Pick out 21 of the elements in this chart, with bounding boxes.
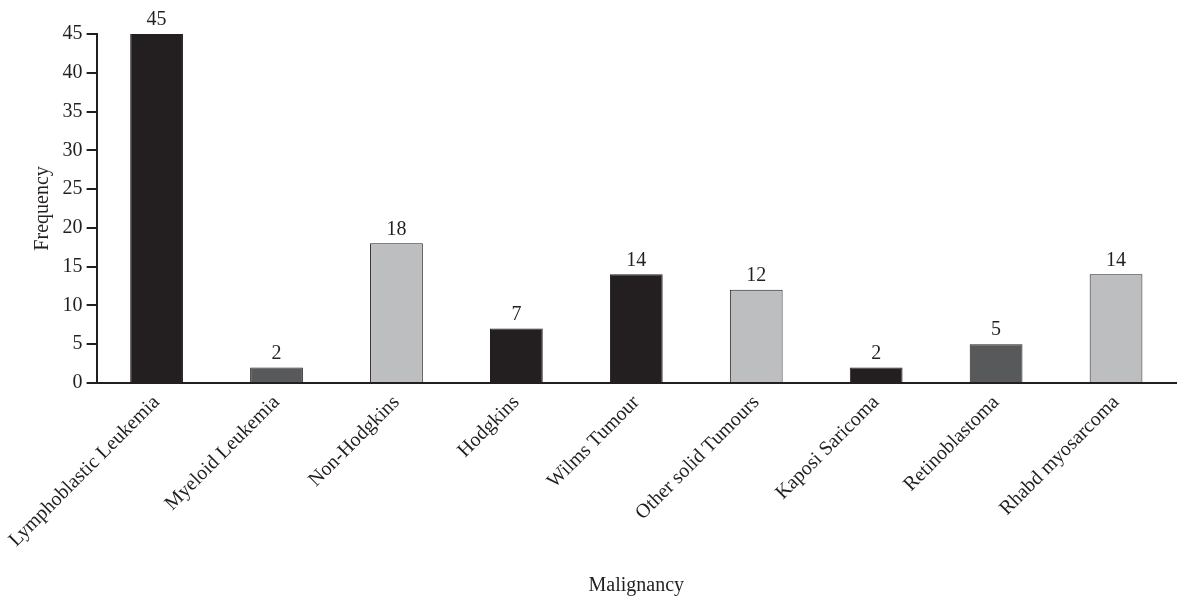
data-label: 12 — [746, 263, 767, 286]
data-label: 18 — [386, 216, 407, 239]
data-label: 14 — [1106, 247, 1127, 270]
data-label: 14 — [626, 247, 647, 270]
data-label: 45 — [146, 7, 167, 30]
y-tick-label: 25 — [62, 176, 83, 199]
y-tick-label: 5 — [72, 331, 83, 354]
y-tick-label: 45 — [62, 21, 83, 44]
y-tick-label: 30 — [62, 137, 83, 160]
y-axis-title: Frequency — [29, 166, 53, 251]
y-tick-label: 0 — [72, 370, 83, 393]
y-tick-label: 40 — [62, 60, 83, 83]
data-label: 2 — [271, 340, 282, 363]
x-axis-title: Malignancy — [588, 573, 685, 597]
data-label: 7 — [511, 301, 522, 324]
y-tick-label: 15 — [62, 253, 83, 276]
data-label: 2 — [871, 340, 882, 363]
y-tick-label: 35 — [62, 98, 83, 121]
data-label: 5 — [991, 317, 1002, 340]
y-tick-label: 20 — [62, 215, 83, 238]
y-tick-label: 10 — [62, 292, 83, 315]
